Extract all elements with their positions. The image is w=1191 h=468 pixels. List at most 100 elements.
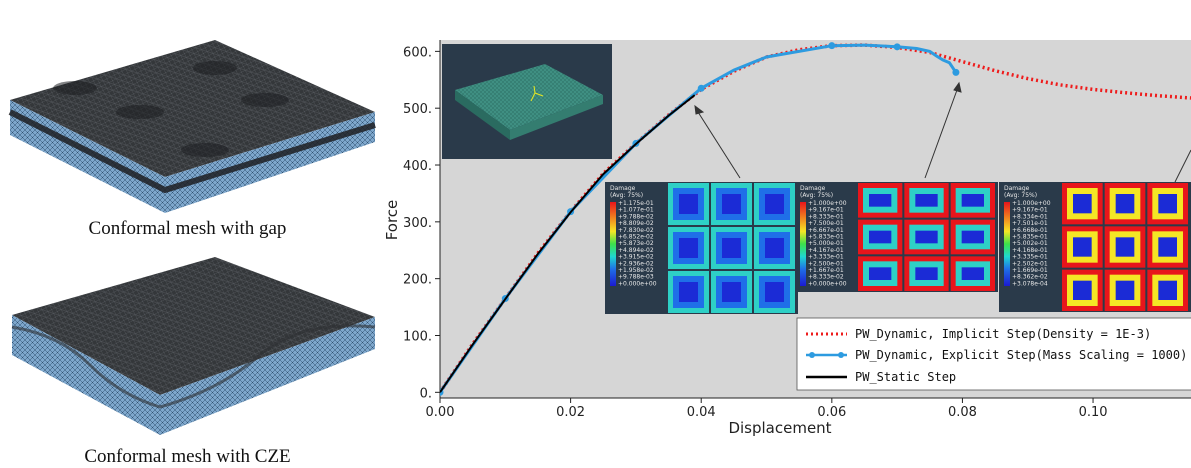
colorbar-value: +7.830e-02	[618, 227, 654, 234]
colorbar-value: +4.168e-01	[1012, 247, 1048, 254]
series-layer	[440, 42, 1191, 396]
colorbar-subtitle: (Avg: 75%)	[610, 192, 643, 199]
colorbar-title: Damage	[610, 185, 636, 192]
colorbar-value: +5.002e-01	[1012, 240, 1048, 247]
colorbar-value: +6.668e-01	[1012, 227, 1048, 234]
mesh-cze-front-face	[12, 315, 160, 435]
force-displacement-chart: 0.100.200.300.400.500.600. 0.00 0.02 0.04 0…	[385, 40, 1191, 437]
mesh-panel: Conformal mesh with gap Conformal mesh w…	[0, 0, 385, 468]
y-tick-label: 600.	[403, 45, 432, 60]
caption-gap: Conformal mesh with gap	[88, 218, 287, 239]
x-tick-label: 0.08	[948, 405, 977, 420]
legend: PW_Dynamic, Implicit Step(Density = 1E-3…	[796, 317, 1191, 391]
colorbar-value: +1.000e+00	[1012, 200, 1051, 207]
legend-label-static: PW_Static Step	[855, 370, 956, 384]
colorbar-value: +1.175e-01	[618, 200, 654, 207]
colorbar-value: +5.000e-01	[808, 240, 844, 247]
colorbar-value: +5.835e-01	[1012, 234, 1048, 241]
colorbar-value: +3.335e-01	[1012, 254, 1048, 261]
colorbar-value: +8.333e-01	[808, 213, 844, 220]
contour-cell-core	[869, 230, 892, 244]
x-axis-label: Displacement	[728, 419, 831, 437]
colorbar	[1004, 202, 1010, 286]
colorbar-subtitle: (Avg: 75%)	[800, 192, 833, 199]
contour-cell-core	[915, 230, 938, 244]
legend-marker-explicit-2	[838, 352, 844, 358]
colorbar-value: +8.333e-02	[808, 274, 844, 281]
contour-cell-core	[961, 230, 984, 244]
mesh-cze-image	[11, 257, 376, 435]
colorbar-title: Damage	[1004, 185, 1030, 192]
y-axis: 0. 100. 200. 300. 400. 500. 600.	[403, 45, 440, 401]
contour-cell-core	[961, 194, 984, 207]
contour-cell-core	[1115, 194, 1135, 214]
mesh-gap-right-face	[165, 112, 375, 213]
contour-cell-core	[679, 238, 698, 258]
colorbar-value: +2.500e-01	[808, 260, 844, 267]
y-tick-label: 400.	[403, 159, 432, 174]
colorbar-value: +9.167e-01	[1012, 207, 1048, 214]
y-tick-label: 200.	[403, 273, 432, 288]
colorbar-value: +8.362e-02	[1012, 274, 1048, 281]
damage-contour-1: Damage(Avg: 75%)+1.175e-01+1.077e-01+9.7…	[605, 182, 798, 314]
colorbar-value: +2.936e-02	[618, 260, 654, 267]
contour-cell-core	[1073, 237, 1092, 257]
colorbar-value: +2.502e-01	[1012, 260, 1048, 267]
colorbar-value: +9.167e-01	[808, 207, 844, 214]
mesh-gap-image	[8, 40, 376, 213]
contour-cell-core	[1158, 237, 1177, 257]
colorbar-value: +8.334e-01	[1012, 213, 1048, 220]
contour-cell-core	[1158, 280, 1177, 300]
series-explicit-marker	[893, 43, 901, 51]
colorbar-title: Damage	[800, 185, 826, 192]
mesh-cze-top-face	[12, 257, 375, 395]
contour-cell-core	[1073, 280, 1092, 300]
contour-cell-core	[765, 238, 784, 258]
x-axis: 0.00 0.02 0.04 0.06 0.08 0.10	[426, 398, 1108, 420]
series-explicit-line	[440, 43, 958, 394]
mesh-gap-top-face	[10, 40, 375, 177]
colorbar-value: +4.167e-01	[808, 247, 844, 254]
contour-cell-core	[722, 194, 741, 214]
damage-contour-3: Damage(Avg: 75%)+1.000e+00+9.167e-01+8.3…	[999, 182, 1191, 312]
colorbar-value: +6.667e-01	[808, 227, 844, 234]
contour-cell-core	[1158, 194, 1177, 214]
y-tick-label: 0.	[420, 386, 432, 401]
y-tick-label: 100.	[403, 329, 432, 344]
contour-cell-core	[1115, 280, 1135, 300]
x-tick-label: 0.04	[687, 405, 716, 420]
caption-cze: Conformal mesh with CZE	[84, 446, 291, 467]
colorbar-value: +8.809e-02	[618, 220, 654, 227]
colorbar-value: +6.852e-02	[618, 234, 654, 241]
contour-cell-core	[722, 282, 741, 302]
mesh-cze-right-face	[160, 317, 375, 435]
colorbar-value: +0.000e+00	[618, 280, 657, 287]
damage-contour-insets: Damage(Avg: 75%)+1.175e-01+1.077e-01+9.7…	[605, 182, 1191, 314]
colorbar-value: +5.873e-02	[618, 240, 654, 247]
colorbar-value: +1.669e-01	[1012, 267, 1048, 274]
contour-cell-core	[869, 267, 892, 280]
contour-cell-core	[1073, 194, 1092, 214]
series-static-line	[440, 94, 696, 393]
damage-contour-2: Damage(Avg: 75%)+1.000e+00+9.167e-01+8.3…	[795, 182, 998, 292]
contour-cell-core	[679, 194, 698, 214]
y-tick-label: 500.	[403, 102, 432, 117]
arrows	[694, 81, 1191, 183]
colorbar-value: +1.000e+00	[808, 200, 847, 207]
colorbar-value: +3.078e-04	[1012, 280, 1048, 287]
model-inset	[442, 44, 612, 159]
x-tick-label: 0.10	[1079, 405, 1108, 420]
contour-cell-core	[915, 267, 938, 280]
colorbar-value: +9.788e-03	[618, 274, 654, 281]
colorbar-value: +1.958e-02	[618, 267, 654, 274]
colorbar-value: +9.788e-02	[618, 213, 654, 220]
colorbar-value: +7.500e-01	[808, 220, 844, 227]
legend-marker-explicit	[809, 352, 815, 358]
colorbar-value: +1.077e-01	[618, 207, 654, 214]
y-axis-label: Force	[385, 200, 401, 241]
colorbar-value: +3.915e-02	[618, 254, 654, 261]
contour-cell-core	[722, 238, 741, 258]
contour-cell-core	[961, 267, 984, 280]
x-tick-label: 0.00	[426, 405, 455, 420]
legend-label-implicit: PW_Dynamic, Implicit Step(Density = 1E-3…	[855, 327, 1151, 341]
